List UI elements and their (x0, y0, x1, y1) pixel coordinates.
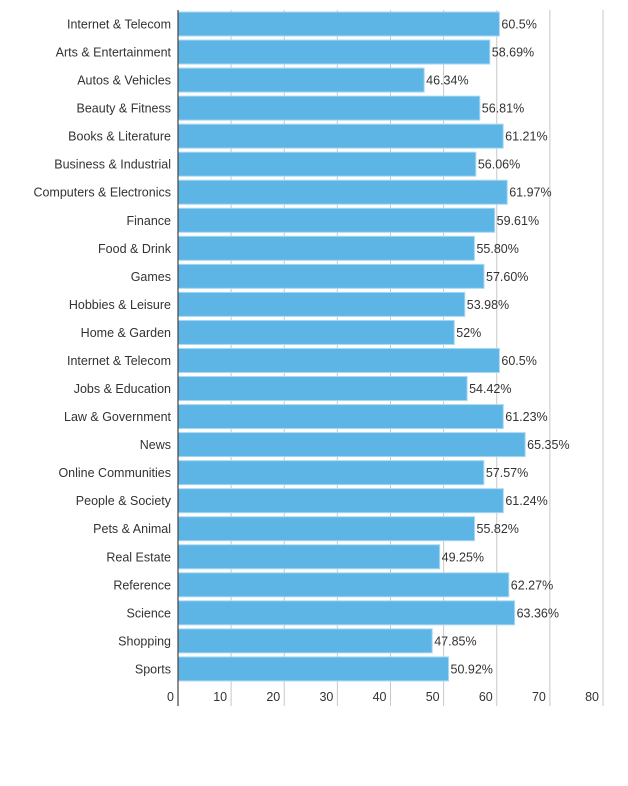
data-label: 61.23% (505, 410, 547, 424)
bar (177, 460, 485, 486)
data-label: 52% (456, 326, 481, 340)
x-tick-label: 50 (426, 690, 440, 704)
category-label: Internet & Telecom (67, 18, 171, 32)
category-label: Books & Literature (68, 130, 171, 144)
bar (177, 263, 485, 289)
category-label: Computers & Electronics (33, 186, 171, 200)
bar (177, 544, 441, 570)
category-label: Hobbies & Leisure (69, 298, 171, 312)
category-label: Internet & Telecom (67, 354, 171, 368)
category-label: Arts & Entertainment (56, 46, 172, 60)
bar (177, 516, 476, 542)
data-label: 65.35% (527, 438, 569, 452)
bar (177, 207, 496, 233)
category-label: Finance (127, 214, 172, 228)
category-label: Science (127, 606, 172, 620)
bar (177, 67, 425, 93)
bar (177, 123, 504, 149)
data-label: 60.5% (501, 354, 536, 368)
data-label: 56.06% (478, 158, 520, 172)
bar (177, 628, 433, 654)
data-label: 53.98% (467, 298, 509, 312)
bar (177, 179, 508, 205)
data-label: 59.61% (497, 214, 539, 228)
data-label: 47.85% (434, 634, 476, 648)
bar (177, 151, 477, 177)
data-label: 57.57% (486, 466, 528, 480)
x-tick-label: 70 (532, 690, 546, 704)
category-label: Shopping (118, 634, 171, 648)
bar (177, 347, 500, 373)
bar (177, 656, 450, 682)
x-tick-label: 60 (479, 690, 493, 704)
data-label: 56.81% (482, 102, 524, 116)
data-label: 58.69% (492, 46, 534, 60)
category-label: Business & Industrial (54, 158, 171, 172)
category-label: Games (131, 270, 171, 284)
bar (177, 488, 504, 514)
category-label: Sports (135, 662, 171, 676)
category-label: News (140, 438, 171, 452)
data-label: 61.24% (505, 494, 547, 508)
x-tick-label: 80 (585, 690, 599, 704)
bar (177, 235, 475, 261)
bar (177, 319, 455, 345)
bar (177, 572, 510, 598)
category-label: Real Estate (106, 550, 171, 564)
x-tick-label: 30 (319, 690, 333, 704)
category-label: Reference (113, 578, 171, 592)
data-label: 62.27% (511, 578, 553, 592)
data-label: 55.82% (477, 522, 519, 536)
data-label: 54.42% (469, 382, 511, 396)
category-label: Law & Government (64, 410, 172, 424)
bar (177, 39, 491, 65)
data-label: 55.80% (476, 242, 518, 256)
category-label: Pets & Animal (93, 522, 171, 536)
x-tick-label: 10 (213, 690, 227, 704)
data-label: 57.60% (486, 270, 528, 284)
bar (177, 376, 468, 402)
category-label: Beauty & Fitness (77, 102, 172, 116)
category-label: Jobs & Education (74, 382, 171, 396)
data-label: 46.34% (426, 74, 468, 88)
bar (177, 600, 516, 626)
data-label: 50.92% (451, 662, 493, 676)
x-tick-label: 20 (266, 690, 280, 704)
category-label: Home & Garden (81, 326, 171, 340)
bar (177, 404, 504, 430)
bar (177, 432, 526, 458)
category-label: Autos & Vehicles (77, 74, 171, 88)
category-label: Food & Drink (98, 242, 172, 256)
category-label: People & Society (76, 494, 172, 508)
data-label: 63.36% (517, 606, 559, 620)
bar (177, 11, 500, 37)
bar (177, 291, 466, 317)
x-tick-label: 40 (373, 690, 387, 704)
data-label: 60.5% (501, 18, 536, 32)
data-label: 61.97% (509, 186, 551, 200)
data-label: 61.21% (505, 130, 547, 144)
x-tick-label: 0 (167, 690, 174, 704)
bar (177, 95, 481, 121)
data-label: 49.25% (442, 550, 484, 564)
category-label: Online Communities (58, 466, 171, 480)
